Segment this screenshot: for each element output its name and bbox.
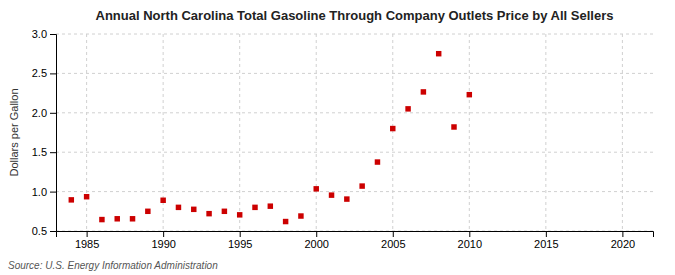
x-tick: 2000 xyxy=(304,231,328,250)
scatter-point xyxy=(130,216,135,221)
x-tick-mark xyxy=(240,231,241,237)
y-tick-mark xyxy=(50,192,56,193)
y-axis: 0.5 1.0 1.5 2.0 2.5 3.0 xyxy=(32,28,57,237)
x-tick-label: 2015 xyxy=(534,238,558,250)
x-tick: 2020 xyxy=(611,231,635,250)
grid-line-y xyxy=(56,112,653,113)
x-axis: 1985 1990 1995 2000 2005 2010 2015 2020 xyxy=(57,231,654,250)
x-axis-line xyxy=(57,232,654,238)
grid-line-y xyxy=(56,34,653,35)
scatter-point xyxy=(252,205,257,210)
x-tick-mark xyxy=(546,231,547,237)
grid-line-x xyxy=(545,34,546,231)
marks xyxy=(69,51,472,224)
y-tick-mark xyxy=(50,73,56,74)
scatter-point xyxy=(206,211,211,216)
x-tick-mark xyxy=(87,231,88,237)
scatter-point xyxy=(329,192,334,197)
scatter-point xyxy=(69,197,74,202)
grid xyxy=(56,34,653,231)
grid-line-y xyxy=(56,191,653,192)
scatter-point xyxy=(375,159,380,164)
scatter-point xyxy=(145,209,150,214)
x-tick: 2010 xyxy=(458,231,482,250)
scatter-point xyxy=(390,126,395,131)
scatter-point xyxy=(176,205,181,210)
scatter-point xyxy=(268,203,273,208)
scatter-point xyxy=(191,207,196,212)
scatter-point xyxy=(84,194,89,199)
x-tick-label: 1990 xyxy=(151,238,175,250)
x-tick-label: 2010 xyxy=(458,238,482,250)
x-tick-label: 2020 xyxy=(611,238,635,250)
y-tick: 2.5 xyxy=(32,67,56,79)
grid-line-x xyxy=(622,34,623,231)
x-tick-mark xyxy=(622,231,623,237)
y-axis-line xyxy=(50,35,57,232)
y-tick-mark xyxy=(50,113,56,114)
grid-line-y xyxy=(56,73,653,74)
scatter-point xyxy=(451,124,456,129)
y-tick: 2.0 xyxy=(32,107,56,119)
y-tick-label: 2.5 xyxy=(32,67,47,79)
grid-line-x xyxy=(86,34,87,231)
scatter-point xyxy=(99,217,104,222)
x-tick-label: 2000 xyxy=(304,238,328,250)
chart-container: 1985 1990 1995 2000 2005 2010 2015 2020 0.5 1.0 1.… xyxy=(0,0,675,275)
y-tick-mark xyxy=(50,231,56,232)
y-axis-label: Dollars per Gallon xyxy=(8,88,20,176)
scatter-point xyxy=(222,209,227,214)
scatter-point xyxy=(359,183,364,188)
x-tick: 2015 xyxy=(534,231,558,250)
scatter-point xyxy=(298,213,303,218)
grid-line-x xyxy=(239,34,240,231)
y-tick-label: 0.5 xyxy=(32,225,47,237)
scatter-point xyxy=(344,196,349,201)
x-tick-label: 1985 xyxy=(75,238,99,250)
x-tick-mark xyxy=(393,231,394,237)
grid-line-x xyxy=(316,34,317,231)
x-tick-mark xyxy=(469,231,470,237)
x-tick: 1995 xyxy=(228,231,252,250)
y-tick-label: 1.0 xyxy=(32,186,47,198)
y-tick-label: 1.5 xyxy=(32,146,47,158)
scatter-point xyxy=(467,92,472,97)
scatter-point xyxy=(114,216,119,221)
grid-line-x xyxy=(392,34,393,231)
y-tick: 0.5 xyxy=(32,225,56,237)
x-tick-mark xyxy=(163,231,164,237)
y-tick: 1.0 xyxy=(32,186,56,198)
y-tick: 1.5 xyxy=(32,146,56,158)
title: Annual North Carolina Total Gasoline Thr… xyxy=(96,8,614,23)
source: Source: U.S. Energy Information Administ… xyxy=(8,260,218,271)
scatter-point xyxy=(436,51,441,56)
scatter-point xyxy=(237,212,242,217)
grid-line-x xyxy=(469,34,470,231)
x-tick-label: 2005 xyxy=(381,238,405,250)
y-tick-label: 2.0 xyxy=(32,107,47,119)
scatter-point xyxy=(405,106,410,111)
chart-svg: 1985 1990 1995 2000 2005 2010 2015 2020 0.5 1.0 1.… xyxy=(0,0,675,275)
scatter-point xyxy=(283,219,288,224)
x-tick: 1990 xyxy=(151,231,175,250)
scatter-point xyxy=(313,186,318,191)
scatter-point xyxy=(421,89,426,94)
scatter-point xyxy=(160,198,165,203)
x-tick: 2005 xyxy=(381,231,405,250)
y-tick-mark xyxy=(50,152,56,153)
x-tick-mark xyxy=(316,231,317,237)
plot-area: 1985 1990 1995 2000 2005 2010 2015 2020 0.5 1.0 1.… xyxy=(32,28,654,250)
y-tick-label: 3.0 xyxy=(32,28,47,40)
y-tick-mark xyxy=(50,34,56,35)
y-tick: 3.0 xyxy=(32,28,56,40)
x-tick: 1985 xyxy=(75,231,99,250)
grid-line-y xyxy=(56,152,653,153)
x-tick-label: 1995 xyxy=(228,238,252,250)
